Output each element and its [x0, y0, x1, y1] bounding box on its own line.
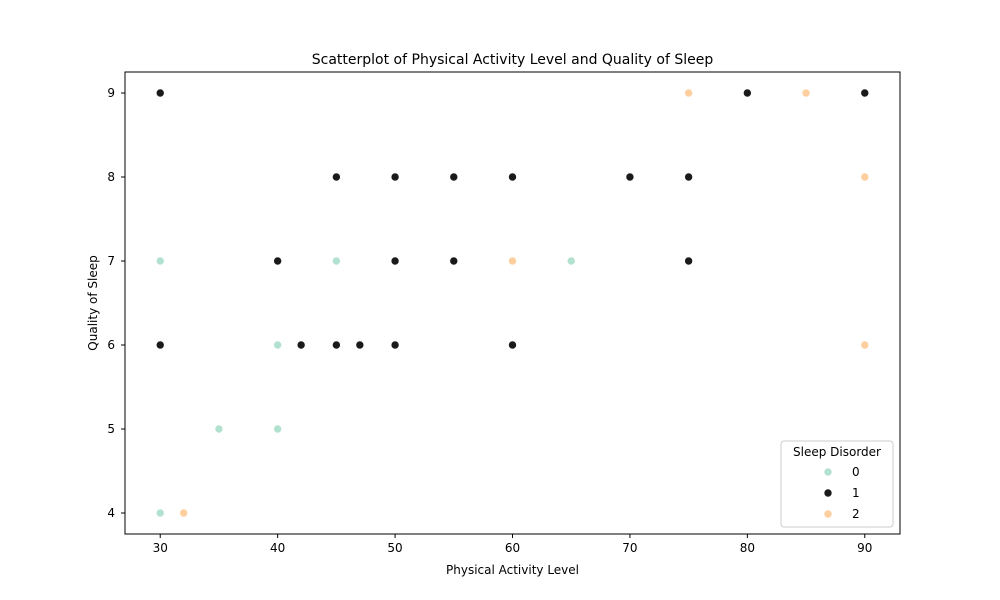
scatter-point [273, 256, 282, 266]
scatter-point [860, 340, 870, 350]
y-tick-label: 5 [107, 422, 115, 436]
scatter-point [743, 88, 752, 98]
scatter-point [155, 88, 165, 98]
scatter-point [860, 172, 870, 182]
y-tick-label: 7 [107, 254, 115, 268]
scatter-point [684, 88, 693, 98]
scatter-point [332, 340, 341, 350]
legend-label: 1 [852, 486, 860, 500]
scatter-point [449, 172, 459, 182]
x-tick-label: 60 [505, 541, 520, 555]
scatter-point [155, 508, 165, 518]
scatter-point [390, 340, 400, 350]
legend-title: Sleep Disorder [793, 445, 881, 459]
scatter-point [332, 256, 341, 266]
x-tick-label: 80 [740, 541, 755, 555]
y-tick-label: 9 [107, 86, 115, 100]
scatter-point [508, 256, 517, 266]
scatter-point [332, 172, 341, 182]
plot-area [125, 72, 900, 534]
legend-label: 0 [852, 465, 860, 479]
x-tick-label: 50 [387, 541, 402, 555]
scatter-point [684, 256, 693, 266]
scatter-point [179, 508, 189, 518]
legend-box [780, 440, 894, 528]
scatter-point [860, 88, 870, 98]
scatter-point [273, 340, 282, 350]
scatter-point [390, 256, 400, 266]
x-tick-label: 70 [622, 541, 637, 555]
y-tick-label: 4 [107, 506, 115, 520]
scatter-point [355, 340, 365, 350]
scatter-point [801, 88, 811, 98]
legend-marker [823, 467, 833, 477]
y-axis-ticks: 4 5 6 7 8 9 [107, 86, 125, 520]
scatter-point [273, 424, 282, 434]
y-tick-label: 6 [107, 338, 115, 352]
x-tick-label: 90 [857, 541, 872, 555]
legend-items: 0 1 2 [823, 465, 860, 521]
scatter-point [449, 256, 459, 266]
x-tick-label: 40 [270, 541, 285, 555]
legend-marker [823, 509, 833, 519]
y-tick-label: 8 [107, 170, 115, 184]
scatter-point [684, 172, 693, 182]
x-tick-label: 30 [153, 541, 168, 555]
legend-marker [823, 488, 833, 498]
scatter-point [155, 340, 165, 350]
scatter-point [625, 172, 635, 182]
scatter-point [390, 172, 400, 182]
scatter-point [155, 256, 165, 266]
legend: Sleep Disorder 0 1 2 [780, 440, 894, 528]
scatter-point [296, 340, 306, 350]
scatter-point [508, 172, 517, 182]
y-axis-label: Quality of Sleep [86, 255, 100, 350]
data-points [155, 88, 870, 518]
chart-title: Scatterplot of Physical Activity Level a… [312, 52, 714, 68]
legend-label: 2 [852, 507, 860, 521]
scatter-point [566, 256, 576, 266]
x-axis-label: Physical Activity Level [446, 563, 579, 577]
x-axis-ticks: 30 40 50 60 70 80 90 [153, 534, 872, 555]
scatter-point [214, 424, 224, 434]
scatter-point [508, 340, 517, 350]
